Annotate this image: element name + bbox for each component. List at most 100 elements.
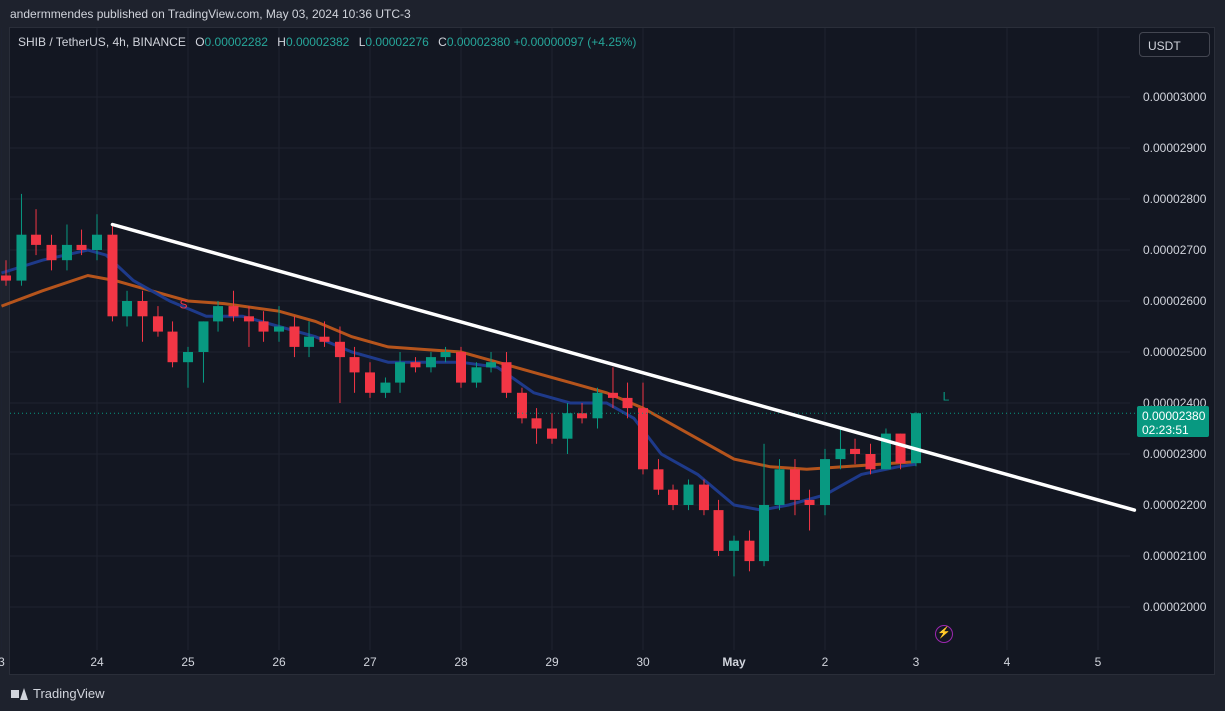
last-price-value: 0.00002380 (1142, 409, 1206, 423)
x-tick-label: 26 (272, 655, 286, 669)
candle-body (895, 433, 906, 464)
candles (1, 193, 921, 577)
candle-body (122, 301, 133, 317)
candle-body (562, 413, 573, 439)
axis-labels: 0.00003000 0.00002900 0.00002800 0.00002700… (0, 90, 1207, 669)
y-tick-label: 0.00002900 (1143, 141, 1207, 155)
low-label: L (358, 35, 366, 49)
close-value: 0.00002380 (446, 35, 511, 49)
candle-body (471, 367, 482, 383)
candle-body (304, 336, 315, 347)
x-tick-label: 30 (636, 655, 650, 669)
x-tick-label: 3 (0, 655, 5, 669)
candle-body (456, 352, 466, 383)
candle-body (911, 413, 921, 464)
trendline (110, 222, 1137, 512)
candle-body (425, 357, 436, 368)
candle-body (683, 484, 694, 505)
candle-body (228, 306, 239, 317)
candle-body (137, 301, 148, 317)
candle-body (167, 331, 178, 363)
candle-body (486, 362, 497, 368)
change-value: +0.00000097 (+4.25%) (513, 35, 637, 49)
candle-body (622, 397, 633, 409)
y-tick-label: 0.00002200 (1143, 498, 1207, 512)
candle-body (638, 408, 648, 470)
candle-body (198, 321, 209, 352)
candle-body (243, 316, 254, 322)
candle-body (759, 505, 770, 562)
y-tick-label: 0.00002500 (1143, 345, 1207, 359)
candle-body (319, 336, 330, 342)
candle-body (744, 540, 755, 562)
y-tick-label: 0.00002700 (1143, 243, 1207, 257)
candle-body (850, 448, 861, 454)
high-label: H (277, 35, 286, 49)
chart-frame[interactable] (9, 27, 1215, 675)
candle-body (380, 382, 391, 393)
candle-body (865, 454, 876, 470)
candle-body (789, 469, 800, 500)
tradingview-logo: TradingView (11, 686, 105, 701)
open-value: 0.00002282 (204, 35, 268, 49)
open-label: O (195, 35, 205, 49)
candle-body (289, 326, 300, 347)
bar-countdown: 02:23:51 (1142, 423, 1189, 437)
candle-body (183, 352, 193, 363)
y-tick-label: 0.00002300 (1143, 447, 1207, 461)
x-tick-label: 5 (1095, 655, 1102, 669)
candle-body (395, 362, 406, 383)
candle-body (698, 484, 709, 511)
candle-body (349, 357, 360, 373)
x-tick-label: 4 (1004, 655, 1011, 669)
candle-body (820, 459, 830, 505)
symbol-name[interactable]: SHIB / TetherUS, 4h, BINANCE (18, 35, 186, 49)
currency-button[interactable]: USDT (1139, 32, 1210, 57)
y-tick-label: 0.00003000 (1143, 90, 1207, 104)
candle-body (1, 275, 11, 281)
candle-body (152, 316, 163, 332)
signal-marker: L (943, 389, 950, 403)
last-price-tag: 0.00002380 02:23:51 (1137, 406, 1209, 437)
ma-fast-line (1, 248, 917, 512)
close-label: C (438, 35, 447, 49)
y-tick-label: 0.00002100 (1143, 549, 1207, 563)
candle-body (774, 469, 785, 505)
candle-body (440, 352, 451, 358)
candle-body (653, 469, 664, 490)
candle-body (334, 341, 345, 358)
low-value: 0.00002276 (365, 35, 429, 49)
candle-body (880, 433, 891, 470)
candle-body (501, 362, 512, 393)
candle-body (516, 392, 527, 419)
candle-body (607, 392, 618, 398)
tradingview-logo-icon (11, 687, 29, 700)
candle-body (46, 244, 57, 261)
candle-body (365, 372, 375, 393)
x-tick-label: 3 (913, 655, 920, 669)
candle-body (547, 428, 557, 439)
y-tick-label: 0.00002000 (1143, 600, 1207, 614)
signal-marker: S (179, 298, 187, 312)
high-value: 0.00002382 (285, 35, 350, 49)
x-tick-label: 27 (363, 655, 377, 669)
candle-body (258, 321, 269, 332)
candle-body (668, 489, 679, 505)
overlays: SL (10, 222, 1137, 512)
publish-caption: andermmendes published on TradingView.co… (10, 7, 411, 21)
candle-body (61, 244, 72, 261)
candle-body (107, 234, 118, 317)
y-tick-label: 0.00002600 (1143, 294, 1207, 308)
candle-body (713, 510, 724, 551)
candle-body (835, 448, 846, 460)
candle-body (16, 234, 27, 281)
candle-body (274, 326, 284, 332)
x-tick-label: 2 (822, 655, 829, 669)
lightning-icon[interactable]: ⚡ (935, 625, 953, 643)
symbol-legend: SHIB / TetherUS, 4h, BINANCE O0.00002282… (18, 35, 636, 49)
brand-name: TradingView (33, 686, 105, 701)
candle-body (410, 362, 421, 368)
candle-body (76, 244, 87, 250)
y-tick-label: 0.00002800 (1143, 192, 1207, 206)
